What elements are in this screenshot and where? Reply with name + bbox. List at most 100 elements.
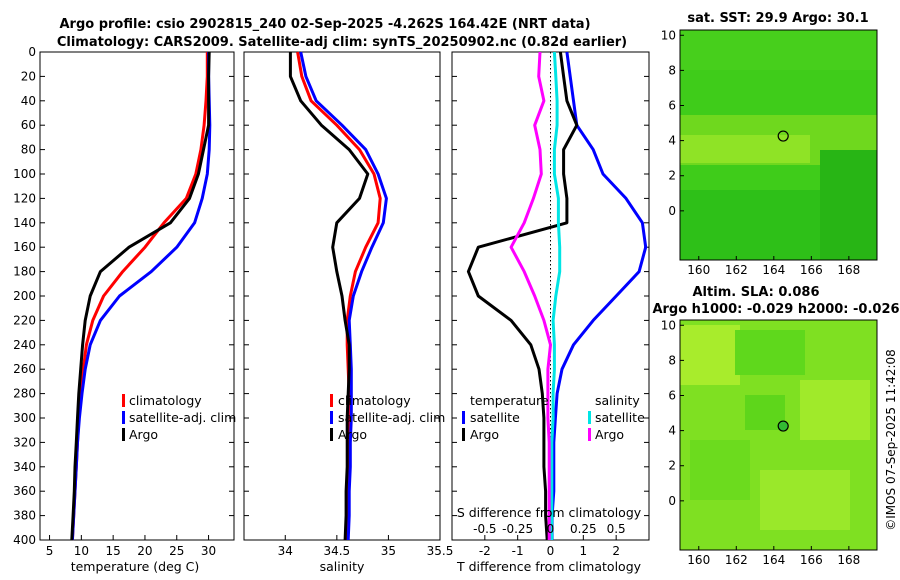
map-y-tick-label: 8 [668,353,676,367]
map-x-tick-label: 162 [725,553,748,567]
legend-label-climatology: climatology [129,393,202,408]
legend-title-salinity: salinity [595,393,640,408]
sla-map-subtitle: Argo h1000: -0.029 h2000: -0.026 [652,302,899,317]
legend-title-temperature: temperature [470,393,549,408]
map-x-tick-label: 166 [800,263,823,277]
salinity-legend: climatology satellite-adj. clim Argo [330,393,445,442]
depth-tick-label: 100 [13,167,36,181]
x-tick-label: 15 [106,544,121,558]
legend-swatch-t-satellite [462,411,465,424]
x-tick-label: 25 [169,544,184,558]
s-diff-tick-label: 0.5 [607,522,626,536]
sla-map-panel: Altim. SLA: 0.086 Argo h1000: -0.029 h20… [652,285,899,567]
depth-tick-label: 240 [13,338,36,352]
x-tick-label: 20 [137,544,152,558]
depth-tick-label: 320 [13,435,36,449]
map-x-tick-label: 164 [762,553,785,567]
salinity-xlabel: salinity [320,559,365,574]
legend-label-climatology: climatology [338,393,411,408]
sla-high-patch-e [800,380,870,440]
depth-tick-label: 380 [13,509,36,523]
series-line-satellite-adj-clim [299,51,388,541]
difference-top-xlabel: S difference from climatology [457,505,642,520]
temperature-legend: climatology satellite-adj. clim Argo [122,393,236,442]
legend-swatch-satellite [330,411,333,424]
x-tick-label: -2 [479,544,491,558]
depth-tick-label: 220 [13,313,36,327]
series-line-s-satellite [550,52,562,540]
series-line-s-argo [509,52,552,540]
map-x-tick-label: 168 [837,553,860,567]
map-y-tick-label: 2 [668,169,676,183]
x-tick-label: 35 [381,544,396,558]
depth-tick-label: 160 [13,240,36,254]
sst-warm-core [680,135,810,163]
s-diff-tick-label: 0.25 [570,522,597,536]
salinity-difference-ticks: -0.5 -0.25 0 0.25 0.5 [473,522,626,536]
temperature-x-axis: 5 10 15 20 25 30 [46,535,216,558]
sst-cool-east [820,150,877,260]
sla-map-title: Altim. SLA: 0.086 [693,285,820,300]
sla-high-patch-nw [680,325,740,385]
sla-map-frame [679,319,878,551]
depth-tick-label: 0 [28,45,36,59]
depth-tick-label: 20 [21,69,36,83]
x-tick-label: 10 [74,544,89,558]
map-y-tick-label: 0 [668,204,676,218]
figure-title-line2: Climatology: CARS2009. Satellite-adj cli… [57,35,627,50]
x-tick-label: 35.5 [427,544,454,558]
depth-tick-label: 340 [13,460,36,474]
legend-label-t-satellite: satellite [470,410,520,425]
salinity-x-axis: 34 34.5 35 35.5 [278,535,454,558]
legend-label-t-argo: Argo [470,427,499,442]
depth-tick-label: 260 [13,362,36,376]
depth-axis: 0 20 40 60 80 100 120 140 160 180 200 220 240 260 280 3… [13,45,234,547]
series-line-t-argo [466,52,579,540]
salinity-series [288,51,388,541]
map-y-tick-label: 10 [661,28,676,42]
s-diff-tick-label: 0 [547,522,555,536]
figure-title-line1: Argo profile: csio 2902815_240 02-Sep-20… [59,17,590,32]
map-y-tick-label: 2 [668,459,676,473]
legend-label-s-argo: Argo [595,427,624,442]
map-x-tick-label: 160 [687,553,710,567]
legend-swatch-argo [122,428,125,441]
legend-swatch-s-argo [588,428,591,441]
sla-high-patch-s [760,470,850,530]
series-line-t-satellite [550,52,648,540]
sla-low-patch-sw [690,440,750,500]
map-y-tick-label: 8 [668,63,676,77]
depth-tick-label: 60 [21,118,36,132]
sst-heatmap [680,30,877,260]
temperature-series [70,51,212,541]
depth-tick-label: 360 [13,484,36,498]
difference-xlabel: T difference from climatology [456,559,642,574]
map-y-tick-label: 4 [668,134,676,148]
legend-swatch-satellite [122,411,125,424]
series-line-argo [288,52,370,541]
depth-tick-label: 280 [13,387,36,401]
map-x-tick-label: 168 [837,263,860,277]
s-diff-tick-label: -0.5 [473,522,496,536]
map-x-tick-label: 162 [725,263,748,277]
map-x-tick-label: 160 [687,263,710,277]
sla-map-axes: 160 162 164 166 168 0 2 4 6 8 10 [661,318,861,567]
depth-tick-label: 40 [21,94,36,108]
depth-tick-label: 140 [13,216,36,230]
map-y-tick-label: 6 [668,98,676,112]
legend-swatch-climatology [330,394,333,407]
depth-tick-label: 200 [13,289,36,303]
sla-low-patch-n [735,330,805,375]
legend-swatch-argo [330,428,333,441]
x-tick-label: 5 [46,544,54,558]
difference-x-axis: -2 -1 0 1 2 [479,535,620,558]
s-diff-tick-label: -0.25 [502,522,533,536]
x-tick-label: 2 [612,544,620,558]
map-y-tick-label: 6 [668,388,676,402]
difference-depth-ticks [452,51,649,541]
difference-series [466,52,648,540]
legend-swatch-climatology [122,394,125,407]
temperature-panel: 0 20 40 60 80 100 120 140 160 180 200 220 240 260 280 3… [13,45,236,574]
map-y-tick-label: 4 [668,424,676,438]
salinity-panel: 34 34.5 35 35.5 salinity climatology satell… [243,51,454,574]
